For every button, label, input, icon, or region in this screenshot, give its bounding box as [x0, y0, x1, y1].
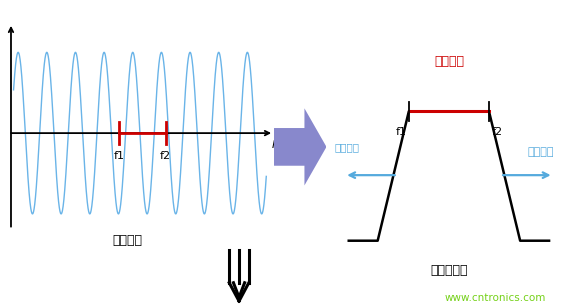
Text: f2: f2 — [160, 151, 171, 162]
Text: 原始信号: 原始信号 — [112, 234, 142, 247]
Text: www.cntronics.com: www.cntronics.com — [445, 293, 546, 303]
Text: F: F — [272, 140, 278, 151]
Text: f2: f2 — [491, 127, 503, 137]
Text: 抑制频段: 抑制频段 — [334, 142, 359, 152]
Text: f1: f1 — [114, 151, 125, 162]
Text: 滤波器响应: 滤波器响应 — [430, 264, 468, 277]
Text: A: A — [0, 25, 1, 35]
Text: 抑制频段: 抑制频段 — [527, 147, 553, 157]
Text: 工作频段: 工作频段 — [434, 54, 464, 68]
Text: f1: f1 — [396, 127, 406, 137]
Polygon shape — [274, 108, 326, 185]
